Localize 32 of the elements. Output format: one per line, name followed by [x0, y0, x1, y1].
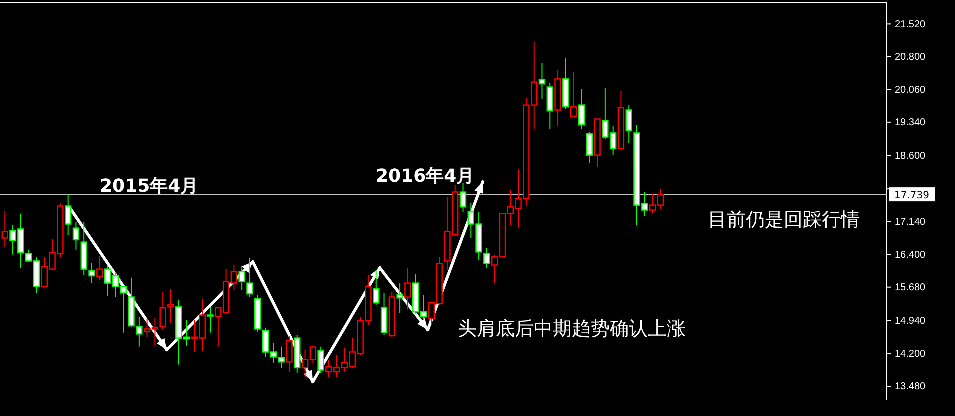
candlestick [96, 256, 104, 281]
y-tick-label: 14.200 [895, 349, 926, 360]
y-tick-label: 18.600 [895, 150, 926, 162]
y-tick-label: 20.060 [895, 85, 926, 96]
candlestick [404, 267, 412, 310]
candlestick [546, 82, 554, 130]
y-tick-label: 14.940 [895, 316, 926, 327]
candlestick [136, 316, 143, 348]
ref-line-label: 17.739 [894, 190, 930, 202]
candlestick [626, 104, 632, 144]
y-tick-label: 19.340 [895, 118, 926, 129]
y-tick-label: 13.480 [895, 382, 926, 393]
candlestick [586, 132, 593, 164]
candlestick [578, 88, 586, 130]
candlestick [396, 282, 404, 314]
annotation: 2015年4月 [100, 176, 199, 197]
candlestick [318, 346, 324, 374]
y-tick-label: 15.680 [895, 282, 926, 294]
candlestick [72, 222, 80, 250]
y-tick-label: 21.520 [895, 19, 926, 30]
annotation: 头肩底后中期趋势确认上涨 [458, 318, 686, 340]
candlestick [538, 62, 546, 100]
y-tick-label: 17.140 [895, 216, 926, 228]
candlestick [88, 262, 96, 284]
candlestick [286, 336, 293, 373]
candlestick [207, 306, 214, 334]
candlestick [570, 71, 578, 118]
y-tick-label: 20.800 [895, 52, 926, 63]
annotation: 2016年4月 [376, 166, 475, 187]
annotation: 目前仍是回踩行情 [708, 209, 860, 231]
candlestick [484, 248, 490, 268]
y-tick-label: 16.400 [895, 250, 926, 262]
